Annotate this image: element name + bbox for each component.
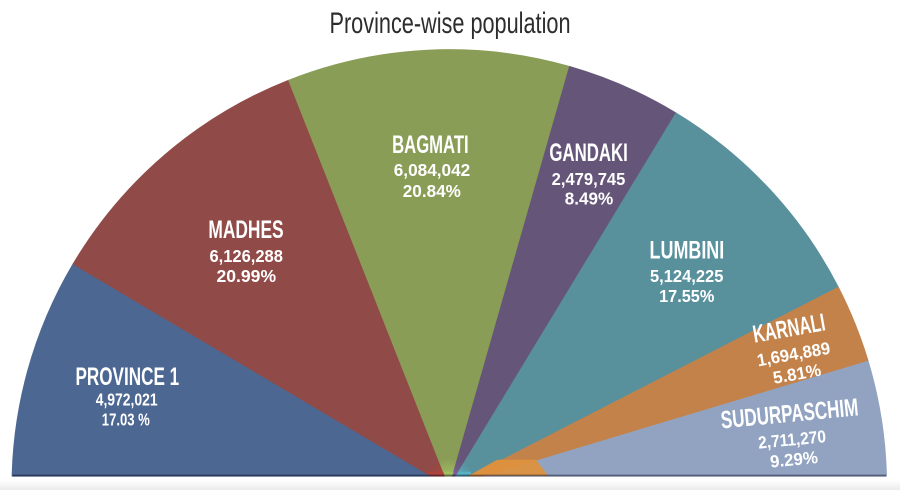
- svg-text:BAGMATI: BAGMATI: [392, 132, 469, 159]
- svg-text:17.03 %: 17.03 %: [102, 410, 150, 430]
- svg-text:9.29%: 9.29%: [769, 447, 819, 472]
- svg-text:5,124,225: 5,124,225: [650, 266, 724, 286]
- svg-text:8.49%: 8.49%: [565, 188, 613, 208]
- svg-text:20.84%: 20.84%: [403, 181, 461, 201]
- svg-text:4,972,021: 4,972,021: [96, 389, 158, 409]
- svg-text:6,126,288: 6,126,288: [209, 246, 283, 266]
- svg-text:17.55%: 17.55%: [659, 286, 714, 306]
- svg-text:GANDAKI: GANDAKI: [549, 140, 628, 167]
- svg-text:Province-wise population: Province-wise population: [330, 7, 571, 40]
- svg-text:2,479,745: 2,479,745: [552, 169, 626, 189]
- svg-text:6,084,042: 6,084,042: [394, 160, 471, 180]
- svg-text:20.99%: 20.99%: [217, 266, 277, 286]
- svg-text:LUMBINI: LUMBINI: [650, 237, 725, 264]
- svg-text:MADHES: MADHES: [208, 217, 283, 244]
- svg-text:PROVINCE 1: PROVINCE 1: [75, 364, 179, 391]
